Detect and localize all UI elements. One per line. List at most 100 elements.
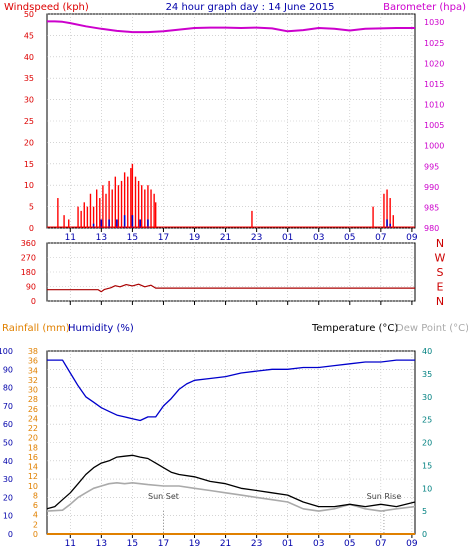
rain-tick-label: 26 <box>28 405 38 414</box>
temp-tick-label: 20 <box>422 439 432 448</box>
temp-tick-label: 35 <box>422 370 432 379</box>
humidity-axis-title: Humidity (%) <box>68 323 134 334</box>
rain-tick-label: 24 <box>28 414 38 423</box>
sun-annotation: Sun Rise <box>367 492 402 501</box>
baro-tick-label: 990 <box>424 183 439 192</box>
graph-title: 24 hour graph day : 14 June 2015 <box>166 2 335 13</box>
direction-tick-label: 180 <box>21 268 36 277</box>
rain-tick-label: 8 <box>33 491 38 500</box>
temp-tick-label: 25 <box>422 416 432 425</box>
rain-axis-title: Rainfall (mm) <box>2 323 70 334</box>
humidity-tick-label: 70 <box>3 402 13 411</box>
x-tick-label: 15 <box>127 539 138 549</box>
direction-tick-label: 270 <box>21 254 36 263</box>
temp-axis-title: Temperature (°C) <box>311 323 398 334</box>
rain-tick-label: 0 <box>33 530 38 539</box>
rain-tick-label: 6 <box>33 501 38 510</box>
x-tick-label: 09 <box>406 233 418 243</box>
humidity-tick-label: 60 <box>3 420 13 429</box>
humidity-tick-label: 20 <box>3 493 13 502</box>
x-tick-label: 17 <box>158 539 169 549</box>
wind-tick-label: 45 <box>24 31 34 40</box>
compass-letter: N <box>436 237 444 250</box>
rain-tick-label: 10 <box>28 482 38 491</box>
baro-tick-label: 995 <box>424 162 439 171</box>
temp-tick-label: 30 <box>422 393 432 402</box>
humidity-tick-label: 80 <box>3 384 13 393</box>
humidity-tick-label: 50 <box>3 439 13 448</box>
baro-tick-label: 1030 <box>424 18 444 27</box>
x-tick-label: 09 <box>406 539 418 549</box>
x-tick-label: 21 <box>220 233 231 243</box>
sun-annotation: Sun Set <box>148 492 179 501</box>
baro-axis-title: Barometer (hpa) <box>383 2 466 13</box>
rain-tick-label: 4 <box>33 511 38 520</box>
rain-tick-label: 38 <box>28 347 38 356</box>
temp-tick-label: 5 <box>422 507 427 516</box>
humidity-tick-label: 30 <box>3 475 13 484</box>
rain-tick-label: 30 <box>28 386 38 395</box>
x-tick-label: 23 <box>251 233 262 243</box>
direction-tick-label: 90 <box>26 283 36 292</box>
humidity-tick-label: 10 <box>3 512 13 521</box>
baro-tick-label: 1010 <box>424 101 444 110</box>
temp-tick-label: 0 <box>422 530 427 539</box>
rain-tick-label: 34 <box>28 366 38 375</box>
wind-tick-label: 5 <box>29 203 34 212</box>
dewpoint-line <box>46 481 416 512</box>
compass-letter: W <box>435 252 446 265</box>
temp-tick-label: 15 <box>422 461 432 470</box>
rain-tick-label: 20 <box>28 434 38 443</box>
x-tick-label: 19 <box>189 233 201 243</box>
x-tick-label: 13 <box>96 233 107 243</box>
wind-tick-label: 40 <box>24 53 34 62</box>
x-tick-label: 13 <box>96 539 107 549</box>
wind-tick-label: 25 <box>24 117 34 126</box>
baro-tick-label: 1025 <box>424 39 444 48</box>
humidity-tick-label: 40 <box>3 457 13 466</box>
baro-tick-label: 1000 <box>424 142 444 151</box>
dewpoint-axis-title: Dew Point (°C) <box>396 323 468 334</box>
rain-tick-label: 22 <box>28 424 38 433</box>
rain-tick-label: 28 <box>28 395 38 404</box>
x-tick-label: 11 <box>65 539 76 549</box>
temp-tick-label: 10 <box>422 484 432 493</box>
wind-tick-label: 20 <box>24 138 34 147</box>
wind-tick-label: 30 <box>24 96 34 105</box>
x-tick-label: 07 <box>375 233 386 243</box>
x-tick-label: 05 <box>344 539 355 549</box>
wind-tick-label: 15 <box>24 160 34 169</box>
direction-tick-label: 360 <box>21 239 36 248</box>
x-tick-label: 19 <box>189 539 201 549</box>
humidity-tick-label: 0 <box>8 530 13 539</box>
x-tick-label: 01 <box>282 233 293 243</box>
x-tick-label: 05 <box>344 233 355 243</box>
wind-tick-label: 35 <box>24 74 34 83</box>
baro-tick-label: 1015 <box>424 80 444 89</box>
baro-tick-label: 1020 <box>424 59 444 68</box>
rain-tick-label: 2 <box>33 520 38 529</box>
rain-tick-label: 36 <box>28 357 38 366</box>
humidity-line <box>47 359 415 422</box>
x-tick-label: 03 <box>313 539 324 549</box>
wind-tick-label: 10 <box>24 181 34 190</box>
wind-tick-label: 0 <box>29 224 34 233</box>
x-tick-label: 03 <box>313 233 324 243</box>
direction-tick-label: 0 <box>31 297 36 306</box>
humidity-tick-label: 100 <box>0 347 13 356</box>
barometer-line <box>47 20 415 34</box>
wind-axis-title: Windspeed (kph) <box>4 2 89 13</box>
baro-tick-label: 980 <box>424 224 439 233</box>
rain-tick-label: 32 <box>28 376 38 385</box>
baro-tick-label: 1005 <box>424 121 444 130</box>
x-tick-label: 17 <box>158 233 169 243</box>
x-tick-label: 23 <box>251 539 262 549</box>
compass-letter: N <box>436 295 444 308</box>
x-tick-label: 01 <box>282 539 293 549</box>
x-tick-label: 21 <box>220 539 231 549</box>
compass-letter: E <box>437 281 444 294</box>
wind-tick-label: 50 <box>24 10 34 19</box>
x-tick-label: 07 <box>375 539 386 549</box>
temperature-line <box>46 454 416 510</box>
